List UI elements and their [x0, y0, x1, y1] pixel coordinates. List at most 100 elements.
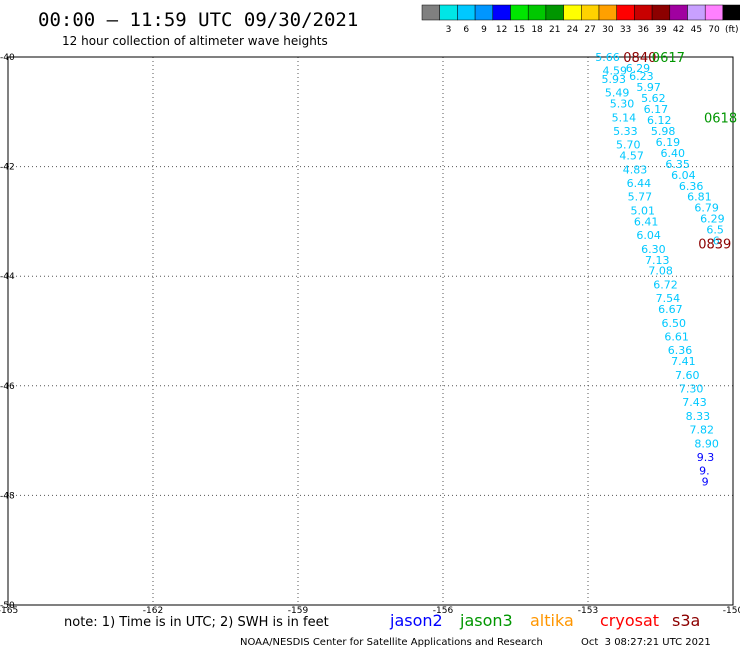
swh-value: 6.50 — [661, 317, 686, 330]
swh-value: 7.43 — [682, 396, 707, 409]
satellite-legend-entry: cryosat — [600, 611, 659, 630]
swh-value: 5.70 — [616, 139, 641, 152]
swh-value: 5.01 — [631, 204, 656, 217]
swh-value: 5.30 — [610, 98, 635, 111]
swh-value: 6.35 — [665, 158, 690, 171]
x-tick-label: -153 — [578, 606, 598, 616]
color-scale-legend: 3 6 9 12 15 18 21 24 27 30 33 36 39 42 45 70 (ft) — [421, 4, 740, 35]
swh-value: 5.93 — [602, 73, 627, 86]
x-tick-label: -159 — [288, 606, 309, 616]
grid-lines — [8, 57, 733, 605]
color-bin — [687, 4, 706, 21]
satellite-legend-entry: jason3 — [459, 611, 513, 630]
swh-value: 7.08 — [648, 265, 673, 278]
swh-value: 6.67 — [658, 303, 683, 316]
footer-timestamp: Oct 3 08:27:21 UTC 2021 — [581, 637, 711, 648]
swh-value: 5.14 — [612, 111, 637, 124]
swh-value: 5.77 — [628, 191, 653, 204]
swh-value: 8.33 — [686, 410, 711, 423]
swh-value: 6.79 — [694, 202, 719, 215]
color-bin — [669, 4, 688, 21]
color-bin — [421, 4, 440, 21]
y-tick-label: -42 — [0, 163, 15, 173]
color-bin — [598, 4, 617, 21]
y-tick-label: -50 — [0, 601, 15, 611]
pass-time-label: 0617 — [652, 51, 685, 66]
swh-value: 6 — [713, 235, 720, 248]
satellite-legend: jason2 jason3 altika cryosat s3a — [389, 611, 700, 630]
color-bin-label: 6 — [463, 25, 469, 35]
swh-value: 4.59 — [603, 65, 628, 78]
swh-value: 9.3 — [697, 451, 715, 464]
chart-title: 00:00 – 11:59 UTC 09/30/2021 — [38, 9, 358, 31]
color-bin — [439, 4, 458, 21]
swh-value: 6.72 — [653, 278, 678, 291]
swh-value: 5.33 — [613, 125, 638, 138]
pass-time-label: 0618 — [704, 111, 737, 126]
color-bin-label: (ft) — [725, 25, 739, 35]
swh-value: 7.60 — [675, 369, 700, 382]
swh-value: 6.12 — [647, 114, 672, 127]
swh-value: 6.36 — [679, 180, 704, 193]
color-bin-label: 39 — [655, 25, 667, 35]
swh-value: 6.44 — [627, 177, 652, 190]
color-bin — [651, 4, 671, 21]
swh-value: 6.29 — [700, 213, 725, 226]
swh-value: 5.98 — [651, 125, 676, 138]
color-bin-label: 21 — [549, 25, 560, 35]
swh-value: 5.66 — [595, 51, 620, 64]
color-bin — [545, 4, 564, 21]
color-bin-label: 15 — [514, 25, 525, 35]
swh-value: 8.90 — [694, 437, 719, 450]
y-tick-label: -46 — [0, 382, 15, 392]
color-bin — [634, 4, 653, 21]
swh-value: 6.40 — [661, 147, 686, 160]
y-tick-label: -44 — [0, 272, 15, 282]
color-bin-label: 45 — [691, 25, 702, 35]
swh-value: 6.04 — [636, 229, 661, 242]
color-bin-label: 27 — [584, 25, 595, 35]
plot-frame — [7, 56, 734, 606]
color-bin-label: 9 — [481, 25, 487, 35]
swh-value: 5.62 — [641, 92, 666, 105]
swh-value: 7.54 — [656, 292, 681, 305]
footer-note: note: 1) Time is in UTC; 2) SWH is in fe… — [64, 615, 329, 630]
footer-credit: NOAA/NESDIS Center for Satellite Applica… — [240, 637, 543, 648]
color-bin-label: 36 — [638, 25, 650, 35]
satellite-legend-entry: s3a — [672, 611, 700, 630]
x-tick-label: -165 — [0, 606, 18, 616]
swh-value: 6.29 — [626, 62, 651, 75]
color-bin-label: 12 — [496, 25, 507, 35]
x-tick-label: -150 — [723, 606, 740, 616]
color-bin-label: 24 — [567, 25, 579, 35]
color-bin-label: 3 — [446, 25, 452, 35]
swh-value: 7.82 — [690, 424, 715, 437]
color-bin — [527, 4, 547, 21]
color-bin-label: 70 — [708, 25, 720, 35]
swh-value: 6.23 — [629, 70, 654, 83]
data-labels: 5.664.595.935.495.305.145.335.704.574.83… — [595, 51, 724, 489]
swh-value: 7.30 — [679, 383, 704, 396]
color-bin — [704, 4, 724, 21]
satellite-legend-entry: jason2 — [389, 611, 443, 630]
color-bin — [457, 4, 476, 21]
color-bin — [616, 4, 635, 21]
swh-value: 6.81 — [687, 191, 712, 204]
color-bin — [492, 4, 511, 21]
color-bin — [510, 4, 529, 21]
swh-value: 9. — [699, 465, 710, 478]
y-tick-label: -48 — [0, 491, 15, 501]
color-bin — [563, 4, 582, 21]
color-bin-label: 42 — [673, 25, 684, 35]
swh-value: 6.30 — [641, 243, 666, 256]
swh-value: 7.41 — [671, 355, 696, 368]
swh-value: 6.41 — [634, 215, 659, 228]
swh-value: 5.49 — [605, 87, 630, 100]
swh-value: 6.04 — [671, 169, 696, 182]
swh-value: 6.17 — [644, 103, 669, 116]
chart-subtitle: 12 hour collection of altimeter wave hei… — [62, 34, 328, 48]
axis-labels: -165 -162 -159 -156 -153 -150 -40 -42 -44 -46 -48 -… — [0, 53, 740, 616]
swh-value: 7.13 — [645, 254, 670, 267]
color-bin — [581, 4, 600, 21]
